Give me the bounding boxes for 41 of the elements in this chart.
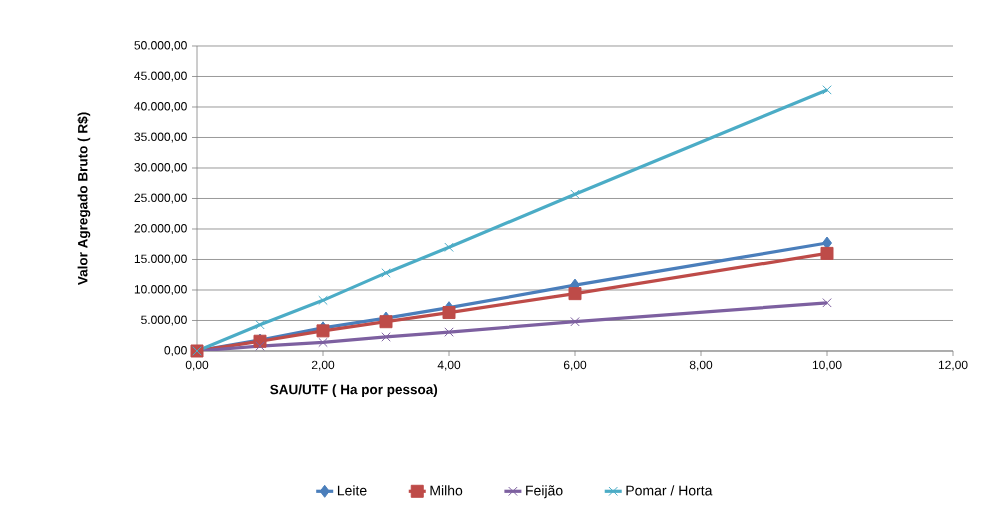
point: [822, 85, 832, 95]
x-tick-label: 8,00: [689, 360, 713, 371]
point: [444, 242, 454, 253]
x-axis-title: SAU/UTF ( Ha por pessoa): [270, 384, 438, 397]
point: [570, 189, 580, 199]
point: [381, 332, 391, 342]
point: [379, 315, 393, 329]
x-tick-label: 0,00: [185, 360, 209, 371]
y-tick-label: 40.000,00: [134, 102, 187, 112]
point: [568, 287, 582, 301]
y-tick-label: 30.000,00: [134, 163, 187, 173]
x-tick-label: 6,00: [563, 360, 587, 371]
y-tick-label: 20.000,00: [134, 224, 187, 234]
y-axis-title: Valor Agregado Bruto ( R$): [77, 112, 91, 286]
point: [444, 327, 454, 337]
point: [822, 298, 832, 308]
y-tick-label: 50.000,00: [134, 41, 187, 51]
y-tick-label: 15.000,00: [134, 254, 187, 265]
point: [381, 268, 391, 278]
y-tick-label: 10.000,00: [134, 285, 187, 295]
point: [255, 320, 265, 330]
x-tick-label: 10,00: [812, 360, 842, 371]
point: [318, 295, 328, 306]
point: [442, 306, 456, 320]
y-tick-label: 35.000,00: [134, 132, 187, 143]
x-tick-label: 12,00: [938, 360, 968, 371]
y-tick-label: 45.000,00: [134, 71, 187, 82]
y-tick-label: 25.000,00: [134, 193, 187, 204]
x-tick-label: 4,00: [437, 360, 461, 371]
point: [570, 316, 580, 327]
point: [820, 246, 834, 260]
x-tick-label: 2,00: [311, 360, 335, 371]
y-tick-label: 5.000,00: [141, 315, 187, 326]
point: [822, 236, 833, 250]
point: [318, 337, 328, 348]
y-tick-label: 0,00: [164, 346, 187, 356]
point: [255, 341, 265, 351]
legend-label: Milho: [430, 485, 463, 496]
legend-label: Feijão: [526, 485, 563, 499]
legend-label: Pomar / Horta: [626, 485, 713, 496]
legend-label: Leite: [337, 485, 367, 496]
